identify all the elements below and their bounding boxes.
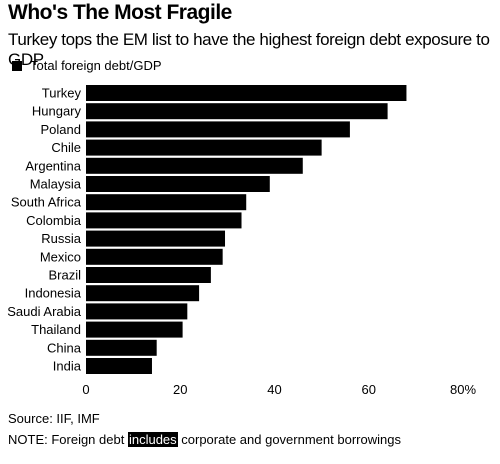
category-label-argentina: Argentina	[25, 158, 81, 173]
category-label-turkey: Turkey	[42, 86, 82, 101]
bar-russia	[86, 230, 226, 247]
bar-hungary	[86, 103, 388, 120]
legend: Total foreign debt/GDP	[12, 58, 162, 73]
footnote: NOTE: Foreign debt includes corporate an…	[8, 432, 401, 447]
bar-poland	[86, 121, 350, 138]
x-tick-label: 80%	[450, 382, 476, 397]
bar-thailand	[86, 321, 183, 338]
bar-chile	[86, 139, 322, 156]
category-label-mexico: Mexico	[40, 249, 81, 264]
bar-south-africa	[86, 194, 247, 211]
bar-argentina	[86, 157, 303, 174]
category-label-brazil: Brazil	[48, 268, 81, 283]
category-label-south-africa: South Africa	[11, 195, 82, 210]
bar-india	[86, 358, 152, 374]
bar-brazil	[86, 267, 211, 283]
category-label-russia: Russia	[41, 231, 82, 246]
legend-label: Total foreign debt/GDP	[30, 58, 162, 73]
footnote-suffix: corporate and government borrowings	[177, 432, 401, 447]
x-tick-label: 0	[82, 382, 89, 397]
bar-turkey	[86, 85, 407, 101]
chart-title: Who's The Most Fragile	[8, 1, 232, 24]
bar-colombia	[86, 212, 242, 229]
bar-indonesia	[86, 285, 200, 302]
bar-mexico	[86, 248, 223, 265]
category-label-saudi-arabia: Saudi Arabia	[7, 304, 81, 319]
category-label-china: China	[47, 340, 82, 355]
footnote-highlight: includes	[127, 432, 178, 447]
category-label-hungary: Hungary	[32, 104, 82, 119]
category-label-thailand: Thailand	[31, 322, 81, 337]
bar-china	[86, 339, 157, 356]
category-label-indonesia: Indonesia	[25, 286, 82, 301]
x-tick-label: 20	[173, 382, 187, 397]
source-note: Source: IIF, IMF	[8, 411, 100, 426]
bar-saudi-arabia	[86, 303, 188, 320]
category-label-malaysia: Malaysia	[30, 177, 82, 192]
category-label-india: India	[53, 359, 82, 374]
legend-swatch	[12, 60, 22, 71]
footnote-prefix: NOTE: Foreign debt	[8, 432, 128, 447]
category-label-poland: Poland	[41, 122, 81, 137]
x-tick-label: 60	[362, 382, 376, 397]
x-tick-label: 40	[267, 382, 281, 397]
category-label-colombia: Colombia	[26, 213, 82, 228]
category-label-chile: Chile	[51, 140, 81, 155]
bar-malaysia	[86, 176, 270, 192]
